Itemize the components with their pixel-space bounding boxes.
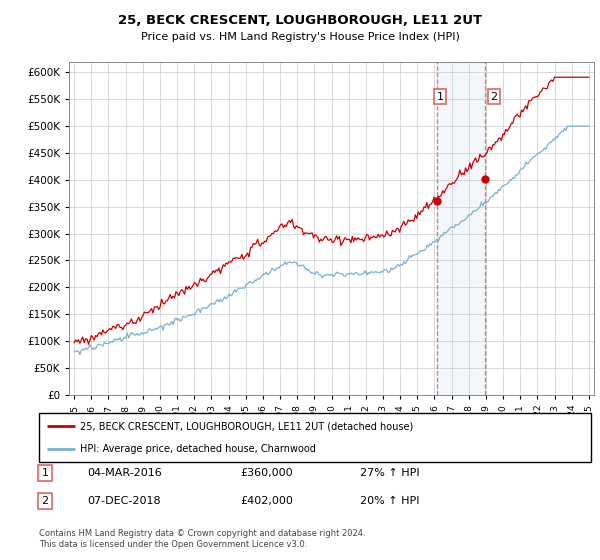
Text: 20% ↑ HPI: 20% ↑ HPI <box>360 496 419 506</box>
Text: 07-DEC-2018: 07-DEC-2018 <box>87 496 161 506</box>
Text: 2: 2 <box>41 496 49 506</box>
Text: £402,000: £402,000 <box>240 496 293 506</box>
Text: 04-MAR-2016: 04-MAR-2016 <box>87 468 162 478</box>
Text: 1: 1 <box>436 92 443 101</box>
Text: 2: 2 <box>490 92 497 101</box>
Text: 25, BECK CRESCENT, LOUGHBOROUGH, LE11 2UT (detached house): 25, BECK CRESCENT, LOUGHBOROUGH, LE11 2U… <box>80 421 413 431</box>
Text: 25, BECK CRESCENT, LOUGHBOROUGH, LE11 2UT: 25, BECK CRESCENT, LOUGHBOROUGH, LE11 2U… <box>118 14 482 27</box>
Bar <box>437 62 486 395</box>
Text: HPI: Average price, detached house, Charnwood: HPI: Average price, detached house, Char… <box>80 444 316 454</box>
Text: 1: 1 <box>41 468 49 478</box>
Text: Contains HM Land Registry data © Crown copyright and database right 2024.
This d: Contains HM Land Registry data © Crown c… <box>39 529 365 549</box>
Text: £360,000: £360,000 <box>240 468 293 478</box>
Text: 27% ↑ HPI: 27% ↑ HPI <box>360 468 419 478</box>
Text: Price paid vs. HM Land Registry's House Price Index (HPI): Price paid vs. HM Land Registry's House … <box>140 32 460 43</box>
FancyBboxPatch shape <box>39 413 591 462</box>
